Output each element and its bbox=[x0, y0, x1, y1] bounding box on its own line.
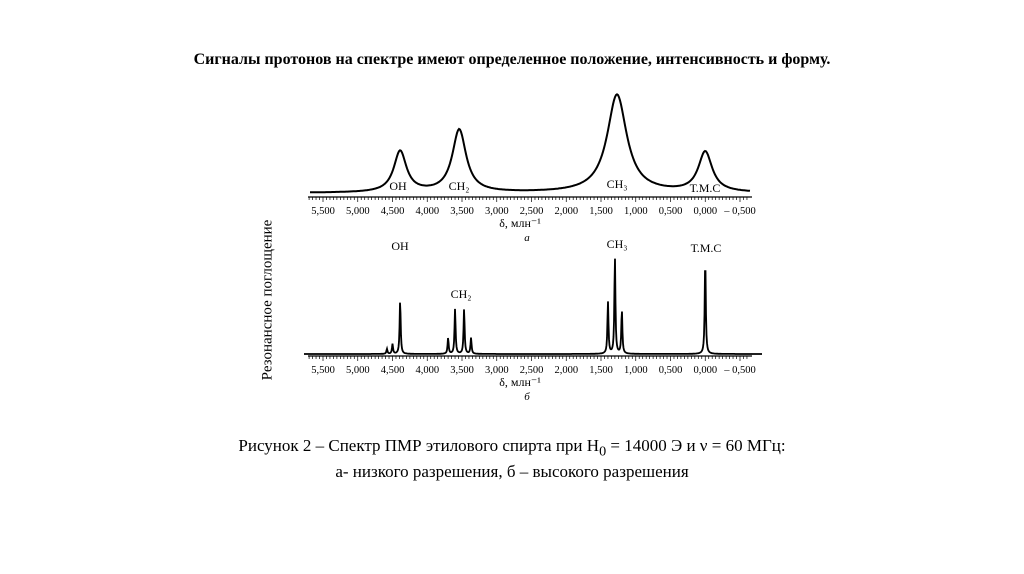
chart-title: а bbox=[524, 232, 530, 244]
x-tick-label: 2,500 bbox=[520, 206, 544, 217]
spectrum-curve bbox=[310, 93, 751, 194]
slide-heading: Сигналы протонов на спектре имеют опреде… bbox=[193, 51, 831, 68]
peak-label: CH₃ bbox=[607, 177, 628, 191]
x-tick-label: 0,500 bbox=[659, 365, 683, 376]
x-tick-label: 3,500 bbox=[450, 206, 474, 217]
x-tick-label: 4,000 bbox=[415, 365, 439, 376]
peak-label: OH bbox=[389, 179, 407, 193]
figure-caption-line1: Рисунок 2 – Спектр ПМР этилового спирта … bbox=[0, 436, 1024, 460]
x-tick-label: 1,000 bbox=[624, 365, 648, 376]
peak-label: CH₂ bbox=[449, 179, 470, 193]
x-tick-label: 2,500 bbox=[520, 365, 544, 376]
y-axis-label: Резонансное поглощение bbox=[259, 219, 276, 381]
figure-caption-line2: а- низкого разрешения, б – высокого разр… bbox=[335, 462, 689, 481]
spectrum-curve bbox=[304, 258, 762, 355]
x-tick-label: – 0,500 bbox=[723, 365, 756, 376]
spectrum-low-resolution: OH CH₂ CH₃ Т.М.С 5,500 5,000 4,500 4,000 3,500 3,… bbox=[308, 93, 756, 244]
x-tick-label: 5,000 bbox=[346, 365, 370, 376]
x-tick-label: 3,000 bbox=[485, 206, 509, 217]
x-tick-label: 0,500 bbox=[659, 206, 683, 217]
x-axis-label: δ, млн⁻¹ bbox=[499, 216, 541, 230]
x-tick-label: 5,000 bbox=[346, 206, 370, 217]
x-tick-label: 2,000 bbox=[554, 206, 578, 217]
x-tick-label: 4,500 bbox=[381, 206, 405, 217]
x-tick-label: 1,500 bbox=[589, 365, 613, 376]
x-tick-label: – 0,500 bbox=[723, 206, 756, 217]
x-tick-label: 1,500 bbox=[589, 206, 613, 217]
caption-text: = 14000 Э и ν = 60 МГц: bbox=[606, 436, 786, 455]
x-tick-label: 5,500 bbox=[311, 365, 335, 376]
peak-label: CH₃ bbox=[607, 237, 628, 251]
caption-text: Рисунок 2 – Спектр ПМР этилового спирта … bbox=[238, 436, 600, 455]
peak-label: Т.М.С bbox=[690, 181, 721, 195]
x-tick-label: 4,500 bbox=[381, 365, 405, 376]
x-tick-label: 0,000 bbox=[693, 206, 717, 217]
peak-label: OH bbox=[391, 239, 409, 253]
peak-label: Т.М.С bbox=[691, 241, 722, 255]
chart-title: б bbox=[524, 391, 530, 403]
x-tick-label: 5,500 bbox=[311, 206, 335, 217]
x-tick-label: 3,000 bbox=[485, 365, 509, 376]
caption-subscript: 0 bbox=[599, 443, 607, 460]
x-tick-label: 4,000 bbox=[415, 206, 439, 217]
peak-label: CH₂ bbox=[451, 287, 472, 301]
x-tick-label: 2,000 bbox=[554, 365, 578, 376]
x-axis-label: δ, млн⁻¹ bbox=[499, 375, 541, 389]
x-tick-label: 1,000 bbox=[624, 206, 648, 217]
x-tick-label: 0,000 bbox=[693, 365, 717, 376]
spectrum-high-resolution: OH CH₂ CH₃ Т.М.С 5,500 5,000 4,500 4,000 3,500 3,… bbox=[304, 237, 762, 403]
x-tick-label: 3,500 bbox=[450, 365, 474, 376]
